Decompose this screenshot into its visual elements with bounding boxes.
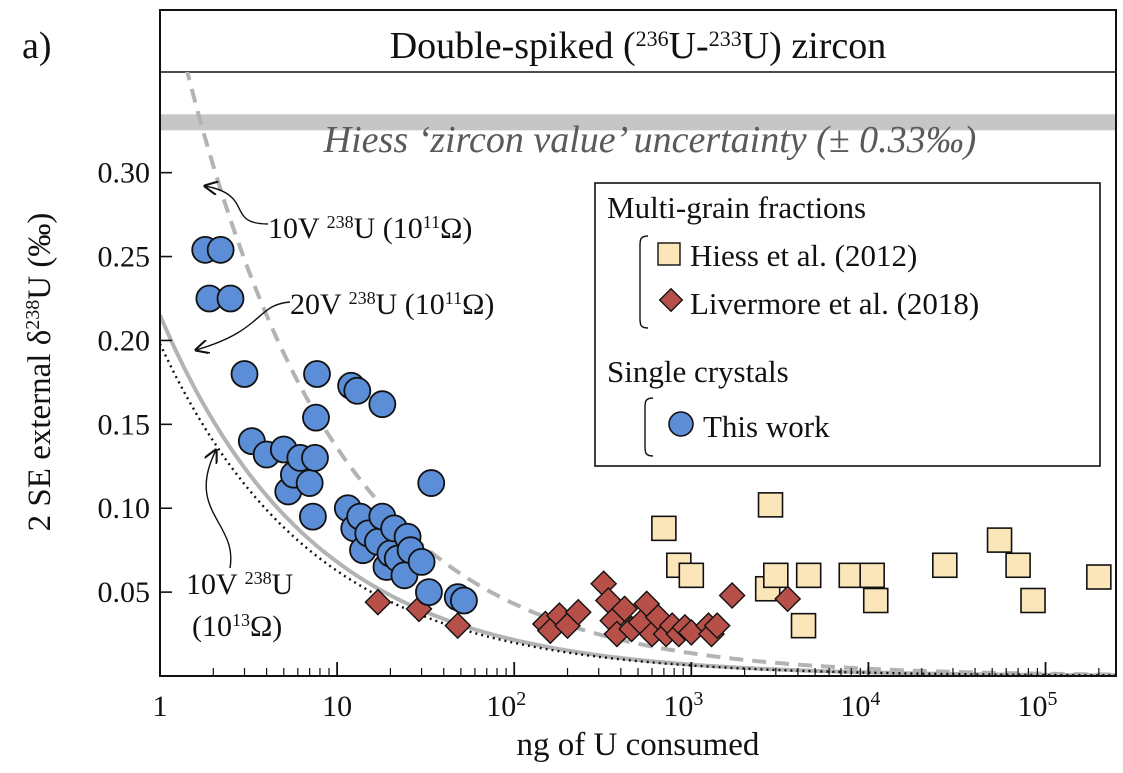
annotation-10v-1e11: 10V 238U (1011Ω) — [268, 212, 472, 245]
circle-point-2-13 — [301, 443, 329, 472]
square-point-0-7 — [795, 562, 822, 589]
curve-solid — [160, 314, 1116, 676]
annotation-20v-1e11-arrow — [196, 301, 291, 350]
diamond-point-1-7 — [564, 598, 592, 626]
circle-point-2-15 — [303, 360, 331, 388]
panel-label: a) — [22, 25, 52, 67]
legend-group-multi: Multi-grain fractions — [607, 190, 866, 225]
y-tick-label-0: 0.05 — [98, 576, 151, 609]
reference-band-label: Hiess ‘zircon value’ uncertainty (± 0.33… — [323, 119, 977, 161]
diamond-point-1-2 — [444, 612, 472, 640]
circle-point-2-18 — [368, 390, 397, 419]
square-point-0-8 — [838, 562, 865, 589]
y-tick-label-1: 0.10 — [98, 492, 151, 525]
legend-label-hiess: Hiess et al. (2012) — [690, 238, 917, 273]
diamond-point-1-12 — [611, 595, 639, 623]
circle-point-2-3 — [216, 284, 245, 313]
annotation-10v-1e11-arrow — [205, 186, 269, 225]
square-point-0-15 — [1086, 564, 1112, 590]
circle-point-2-17 — [343, 376, 372, 405]
circle-point-2-12 — [298, 502, 327, 531]
legend-label-livermore: Livermore et al. (2018) — [690, 286, 979, 321]
square-point-0-11 — [932, 552, 958, 579]
circle-point-2-19 — [417, 469, 446, 497]
legend-marker-this-work — [668, 411, 694, 437]
y-tick-label-2: 0.15 — [98, 408, 151, 441]
y-tick-label-4: 0.25 — [98, 241, 151, 274]
circle-point-2-4 — [230, 360, 259, 388]
circle-point-2-14 — [302, 403, 330, 432]
y-axis-title: 2 SE external δ238U (‰) — [22, 213, 58, 532]
square-point-0-6 — [790, 612, 817, 639]
y-tick-label-3: 0.20 — [98, 324, 151, 357]
diamond-point-1-27 — [774, 585, 802, 613]
y-tick-label-5: 0.30 — [98, 157, 151, 190]
square-point-0-9 — [859, 562, 885, 589]
x-tick-label-5: 105 — [1018, 688, 1058, 723]
circle-point-2-1 — [206, 235, 235, 264]
square-point-0-2 — [678, 562, 705, 589]
square-point-0-5 — [763, 562, 789, 589]
legend-bracket-single — [644, 397, 654, 457]
legend-marker-hiess — [657, 242, 681, 266]
annotation-10v-1e13-line2: (1013Ω) — [192, 610, 282, 643]
x-tick-label-1: 10 — [322, 690, 352, 723]
square-point-0-3 — [757, 492, 784, 518]
square-point-0-0 — [651, 515, 677, 542]
legend-marker-livermore — [658, 287, 684, 313]
circle-point-2-34 — [407, 548, 436, 576]
diamond-point-1-0 — [364, 588, 392, 616]
reference-band — [160, 114, 1116, 131]
square-point-0-13 — [1005, 552, 1031, 579]
square-point-0-12 — [986, 527, 1013, 553]
annotation-20v-1e11: 20V 238U (1011Ω) — [290, 288, 494, 321]
x-axis-title: ng of U consumed — [517, 727, 760, 763]
diamond-point-1-25 — [703, 612, 731, 640]
diamond-point-1-26 — [718, 581, 746, 609]
x-tick-label-4: 104 — [840, 688, 880, 723]
circle-point-2-37 — [450, 586, 478, 615]
annotation-10v-1e13-line1: 10V 238U — [186, 568, 294, 601]
circle-point-2-35 — [415, 578, 443, 607]
chart-title: Double-spiked (236U-233U) zircon — [390, 25, 887, 67]
legend-group-single: Single crystals — [607, 354, 789, 389]
x-tick-label-2: 102 — [486, 688, 526, 723]
legend: Multi-grain fractions Hiess et al. (2012… — [594, 182, 1101, 467]
circle-point-2-11 — [295, 469, 324, 497]
square-point-0-14 — [1020, 587, 1046, 614]
legend-bracket-multi — [639, 235, 649, 329]
square-point-0-10 — [862, 587, 889, 614]
x-tick-label-3: 103 — [663, 688, 703, 723]
legend-label-this-work: This work — [703, 409, 830, 444]
annotation-10v-1e13-arrow — [206, 450, 232, 569]
x-tick-label-0: 1 — [153, 690, 168, 723]
